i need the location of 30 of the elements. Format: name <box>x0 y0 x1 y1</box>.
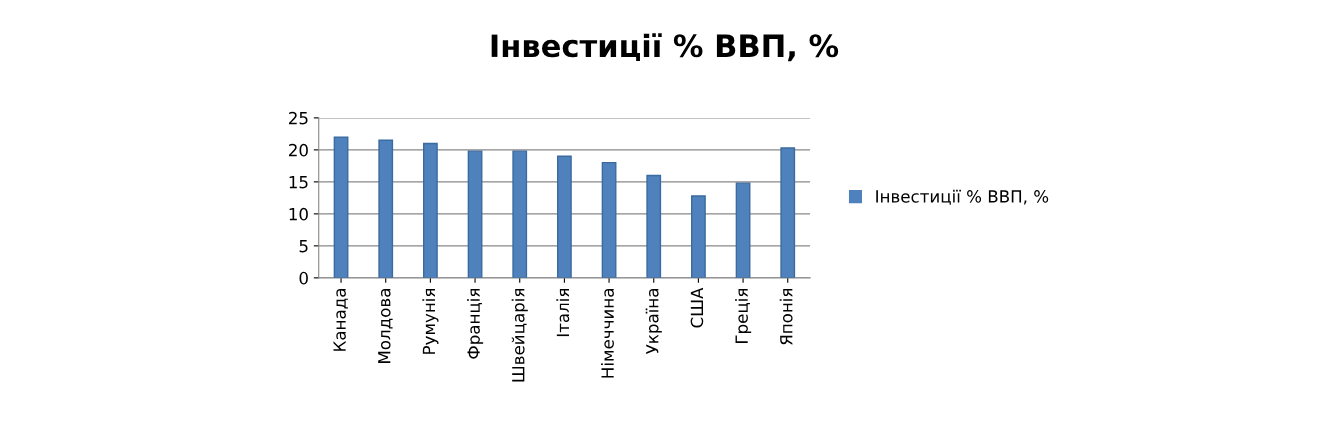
bar <box>780 147 796 278</box>
bar <box>422 142 438 278</box>
bar <box>735 182 751 278</box>
x-tick-label: Україна <box>645 289 662 355</box>
y-tick-label: 25 <box>289 111 308 125</box>
bar <box>557 155 572 278</box>
y-tick-label: 15 <box>289 176 308 189</box>
x-tick-label: Швейцарія <box>511 289 528 382</box>
x-tick-label: Греція <box>735 289 752 343</box>
bar <box>467 150 483 278</box>
bar <box>691 195 706 278</box>
y-tick-label: 20 <box>289 143 308 157</box>
x-tick-label: Німеччина <box>601 289 614 378</box>
x-tick-label: Румунія <box>422 289 439 354</box>
y-tick-label: 10 <box>289 207 308 221</box>
legend-label: Інвестиції % ВВП, % <box>876 189 1049 205</box>
x-tick-label: Японія <box>779 289 793 345</box>
x-tick-label: США <box>690 287 704 328</box>
y-tick-label: 5 <box>299 240 308 253</box>
bar <box>378 139 394 278</box>
x-tick-label: Канада <box>333 289 348 351</box>
bar <box>601 161 617 278</box>
bar <box>512 150 528 278</box>
y-tick-label: 0 <box>299 271 308 285</box>
x-tick-label: Франція <box>467 289 484 359</box>
bar <box>333 136 349 278</box>
x-tick-label: Молдова <box>378 289 393 363</box>
chart-title: Інвестиції % ВВП, % <box>491 33 839 62</box>
bar <box>646 174 662 278</box>
x-tick-label: Італія <box>556 289 570 337</box>
